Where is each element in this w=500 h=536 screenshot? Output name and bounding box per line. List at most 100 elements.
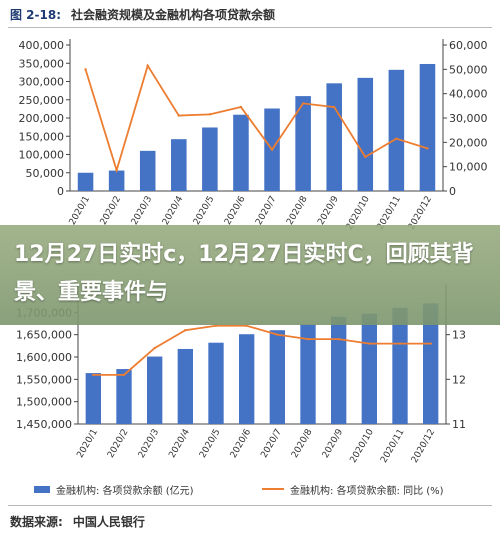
y-right-tick-label: 40,000 (449, 88, 488, 101)
y-right-tick-label: 13 (452, 329, 466, 342)
x-tick-label: 2020/1 (68, 195, 92, 227)
bar (233, 114, 249, 191)
line-point (115, 169, 118, 172)
y-left-tick-label: 1,550,000 (16, 373, 72, 386)
bar (423, 303, 439, 424)
y-left-tick-label: 300,000 (19, 76, 65, 89)
line-point (122, 373, 126, 377)
chart-legend: 金融机构: 各项贷款余额 (亿元) 金融机构: 各项贷款余额: 同比 (%) (0, 480, 500, 498)
y-right-tick-label: 11 (452, 418, 466, 431)
line-point (306, 337, 310, 341)
bar (139, 150, 156, 191)
bar (239, 334, 255, 424)
legend-line-swatch (262, 488, 284, 490)
x-tick-label: 2020/2 (99, 195, 123, 227)
y-right-tick-label: 0 (449, 185, 456, 198)
y-right-tick-label: 30,000 (449, 112, 488, 125)
x-tick-label: 2020/5 (198, 428, 222, 460)
bar (357, 77, 374, 191)
y-right-tick-label: 60,000 (449, 39, 488, 52)
y-right-tick-label: 10,000 (449, 161, 488, 174)
y-right-tick-label: 12 (452, 373, 466, 386)
y-left-tick-label: 200,000 (19, 112, 65, 125)
bar (147, 356, 163, 424)
bar (361, 313, 377, 424)
line-point (214, 324, 218, 327)
legend-label-loan-balance: 金融机构: 各项贷款余额 (亿元) (56, 485, 194, 497)
bar (116, 369, 132, 424)
figure-title-text: 社会融资规模及金融机构各项贷款余额 (71, 8, 276, 22)
y-left-tick-label: 0 (57, 185, 64, 198)
y-left-tick-label: 50,000 (26, 167, 65, 180)
source-divider (8, 505, 492, 506)
y-left-tick-label: 150,000 (19, 130, 65, 143)
y-left-tick-label: 400,000 (19, 39, 65, 52)
x-tick-label: 2020/1 (75, 428, 99, 460)
line-point (270, 148, 274, 151)
bar (300, 324, 316, 424)
x-tick-label: 2020/9 (321, 427, 346, 460)
legend-label-yoy: 金融机构: 各项贷款余额: 同比 (%) (290, 485, 444, 497)
y-left-tick-label: 1,650,000 (16, 329, 72, 342)
line-point (177, 114, 180, 117)
line-point (333, 105, 336, 109)
bar (269, 330, 285, 424)
bar (202, 127, 218, 191)
line-point (368, 342, 371, 345)
x-tick-label: 2020/9 (316, 194, 341, 227)
line-point (153, 346, 156, 350)
y-left-tick-label: 350,000 (19, 57, 65, 70)
x-tick-label: 2020/2 (106, 428, 130, 460)
y-left-tick-label: 100,000 (19, 149, 65, 162)
x-tick-label: 2020/7 (254, 195, 278, 227)
bar (177, 348, 193, 424)
x-tick-label: 2020/5 (192, 195, 216, 227)
line-series (84, 63, 428, 174)
line-point (395, 137, 398, 140)
bar (77, 172, 94, 191)
line-point (398, 342, 402, 345)
line-point (426, 147, 429, 150)
y-left-tick-label: 250,000 (19, 94, 65, 107)
bar (208, 342, 224, 424)
y-right-tick-label: 50,000 (449, 63, 488, 76)
line-point (92, 373, 95, 377)
x-tick-label: 2020/3 (130, 195, 154, 227)
line-point (84, 68, 87, 71)
bar (331, 316, 347, 424)
legend-item-yoy: 金融机构: 各项贷款余额: 同比 (%) (262, 480, 444, 498)
line-point (208, 113, 212, 116)
line-point (337, 337, 340, 341)
bar (419, 63, 436, 192)
x-tick-label: 2020/4 (167, 427, 192, 460)
y-left-tick-label: 1,450,000 (16, 418, 72, 431)
line-series (93, 324, 431, 376)
article-title-text: 12月27日实时c，12月27日实时C，回顾其背景、重要事件与 (14, 242, 474, 305)
y-right-tick-label: 20,000 (449, 136, 488, 149)
y-left-tick-label: 1,500,000 (16, 396, 72, 409)
line-point (146, 64, 149, 67)
x-tick-label: 2020/7 (259, 428, 283, 460)
line-point (239, 105, 243, 109)
figure-title: 图 2-18: 社会融资规模及金融机构各项贷款余额 (10, 6, 275, 26)
line-point (301, 102, 305, 105)
legend-bar-swatch (34, 485, 50, 493)
bar (85, 373, 101, 424)
x-tick-label: 2020/6 (229, 427, 254, 460)
data-source: 数据来源: 中国人民银行 (10, 513, 155, 530)
bar (108, 170, 125, 191)
line-point (184, 329, 187, 332)
source-label: 数据来源: (10, 515, 63, 529)
bar (388, 69, 405, 191)
bar (392, 307, 408, 424)
article-title-banner (0, 225, 500, 325)
legend-item-loan-balance: 金融机构: 各项贷款余额 (亿元) (34, 480, 194, 498)
bar (171, 139, 187, 191)
x-tick-label: 2020/10 (349, 427, 376, 465)
bar (326, 83, 342, 191)
y-left-tick-label: 1,600,000 (16, 351, 72, 364)
line-point (245, 324, 248, 327)
x-tick-label: 2020/6 (223, 194, 248, 227)
chart-social-financing: 0 50,000 100,000 150,000 200,000 250,000 300,0… (19, 39, 488, 232)
figure-number: 图 2-18: (10, 8, 62, 22)
